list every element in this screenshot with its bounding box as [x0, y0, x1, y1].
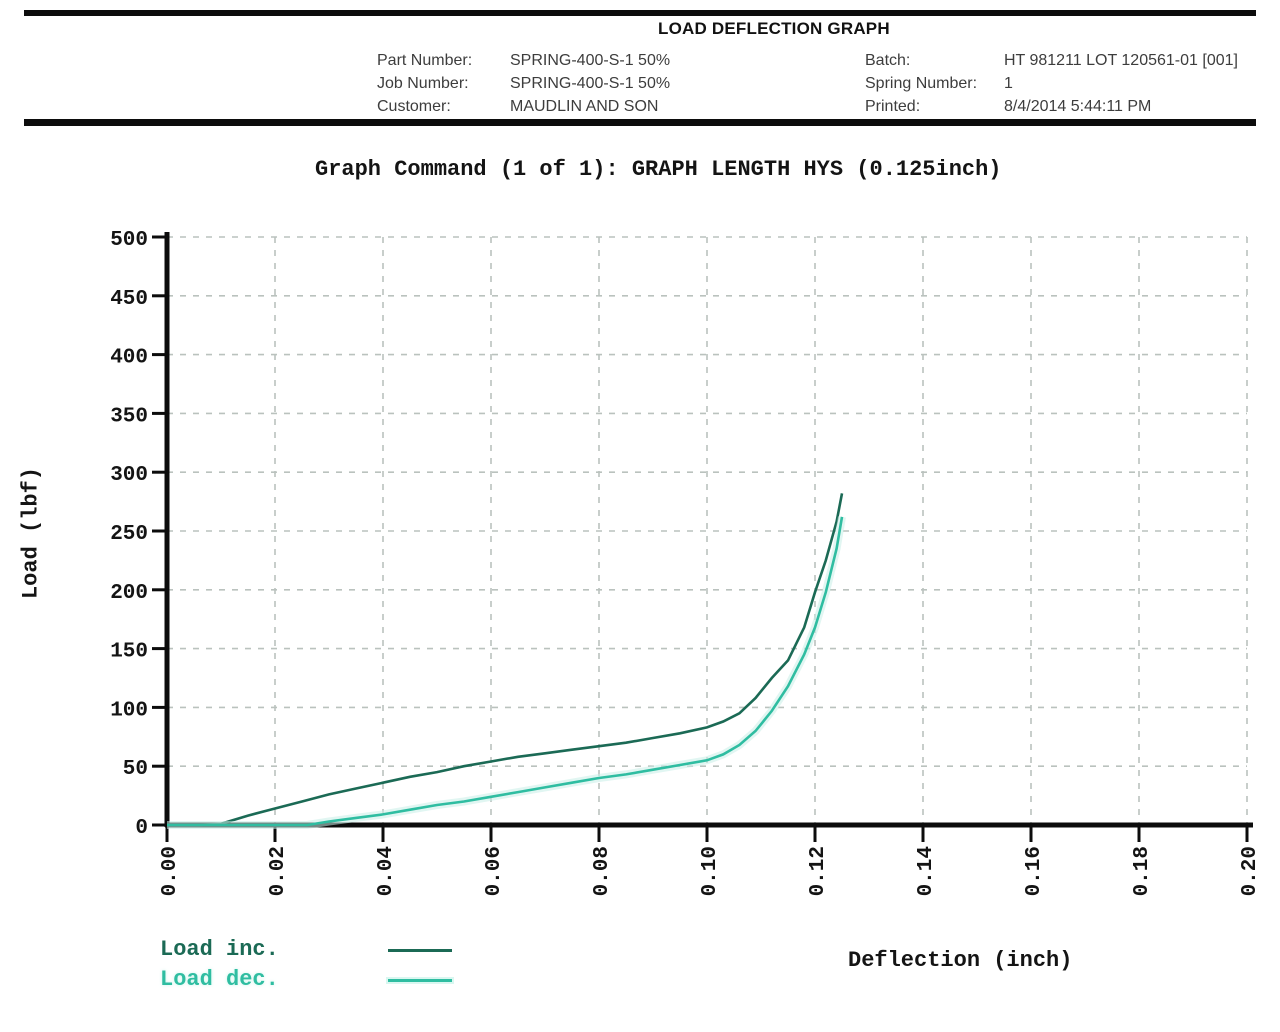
legend-line-sample-load-dec [388, 979, 452, 982]
batch-value: HT 981211 LOT 120561-01 [001] [1004, 52, 1238, 69]
svg-text:0.04: 0.04 [375, 846, 398, 896]
legend-item-load-inc: Load inc. [160, 937, 480, 967]
svg-text:0.08: 0.08 [591, 846, 614, 896]
legend-label-load-inc: Load inc. [160, 937, 279, 962]
svg-text:400: 400 [110, 347, 148, 370]
svg-text:300: 300 [110, 464, 148, 487]
svg-text:0.14: 0.14 [915, 846, 938, 896]
spring-number-label: Spring Number: [865, 75, 978, 92]
svg-text:0: 0 [135, 817, 148, 840]
svg-text:0.06: 0.06 [483, 846, 506, 896]
svg-text:0.10: 0.10 [699, 846, 722, 896]
part-number-label: Part Number: [377, 52, 473, 69]
svg-text:0.18: 0.18 [1131, 846, 1154, 896]
printed-value: 8/4/2014 5:44:11 PM [1004, 98, 1152, 115]
svg-text:0.02: 0.02 [267, 846, 290, 896]
legend-line-sample-load-inc [388, 949, 452, 952]
part-number-value: SPRING-400-S-1 50% [510, 52, 671, 69]
spring-number-value: 1 [1004, 75, 1013, 92]
job-number-label: Job Number: [377, 75, 469, 92]
printed-label: Printed: [865, 98, 921, 115]
legend-item-load-dec: Load dec. [160, 967, 480, 997]
page-title: LOAD DEFLECTION GRAPH [658, 19, 890, 38]
svg-text:350: 350 [110, 405, 148, 428]
svg-text:100: 100 [110, 699, 148, 722]
batch-label: Batch: [865, 52, 911, 69]
customer-value: MAUDLIN AND SON [510, 98, 659, 115]
y-axis-title: Load (lbf) [18, 466, 44, 600]
header-bottom-rule [24, 119, 1256, 126]
job-number-value: SPRING-400-S-1 50% [510, 75, 671, 92]
svg-text:0.20: 0.20 [1239, 846, 1262, 896]
customer-label: Customer: [377, 98, 451, 115]
svg-text:50: 50 [123, 758, 148, 781]
svg-text:0.16: 0.16 [1023, 846, 1046, 896]
svg-text:500: 500 [110, 229, 148, 252]
svg-text:450: 450 [110, 288, 148, 311]
legend-label-load-dec: Load dec. [160, 967, 279, 992]
svg-text:0.12: 0.12 [807, 846, 830, 896]
x-axis-title: Deflection (inch) [848, 948, 1073, 973]
header-top-rule [24, 10, 1256, 16]
svg-text:150: 150 [110, 641, 148, 664]
graph-command-title: Graph Command (1 of 1): GRAPH LENGTH HYS… [315, 157, 1002, 182]
svg-text:200: 200 [110, 582, 148, 605]
svg-text:0.00: 0.00 [159, 846, 182, 896]
svg-text:250: 250 [110, 523, 148, 546]
chart-legend: Load inc. Load dec. [160, 937, 480, 997]
